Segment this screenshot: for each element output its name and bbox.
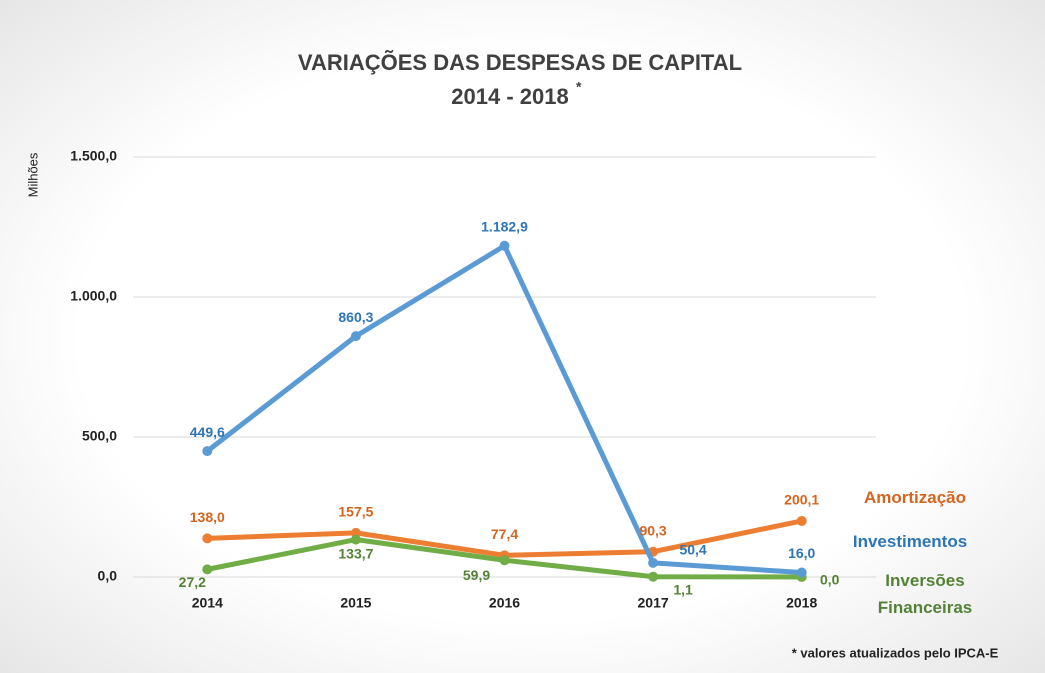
- y-tick-label: 1.500,0: [70, 148, 117, 164]
- series-line: [205, 243, 802, 576]
- data-label: 138,0: [190, 509, 225, 525]
- data-label: 59,9: [463, 567, 490, 583]
- point: [202, 564, 213, 575]
- data-label: 1,1: [673, 581, 693, 597]
- data-label: 0,0: [820, 572, 840, 588]
- point: [648, 571, 659, 582]
- point: [202, 446, 213, 457]
- point: [648, 557, 659, 568]
- y-axis-label: Milhões: [25, 152, 40, 197]
- point: [796, 515, 807, 526]
- chart-title: VARIAÇÕES DAS DESPESAS DE CAPITAL: [298, 50, 742, 75]
- data-label: 449,6: [190, 424, 225, 440]
- point: [499, 240, 510, 251]
- data-label: 90,3: [639, 522, 666, 538]
- data-label: 50,4: [679, 542, 706, 558]
- x-tick-label: 2015: [340, 595, 371, 611]
- data-label: 133,7: [338, 545, 373, 561]
- point: [499, 555, 510, 566]
- point: [796, 567, 807, 578]
- data-label: 1.182,9: [481, 218, 528, 234]
- footnote: * valores atualizados pelo IPCA-E: [792, 645, 999, 660]
- data-label: 27,2: [179, 574, 206, 590]
- data-label: 157,5: [338, 504, 373, 520]
- y-tick-label: 0,0: [98, 568, 118, 584]
- legend-label: Investimentos: [852, 532, 968, 551]
- y-tick-label: 500,0: [82, 428, 117, 444]
- legend-label: Inversões Financeiras: [877, 571, 973, 617]
- point: [350, 534, 361, 545]
- data-label: 860,3: [338, 309, 373, 325]
- data-label: 16,0: [788, 545, 815, 561]
- x-tick-label: 2018: [786, 595, 817, 611]
- x-tick-label: 2014: [192, 595, 223, 611]
- point: [350, 331, 361, 342]
- data-label: 200,1: [784, 492, 819, 508]
- y-tick-label: 1.000,0: [70, 288, 117, 304]
- data-label: 77,4: [491, 526, 518, 542]
- x-tick-label: 2017: [638, 595, 669, 611]
- legend-label: Amortização: [863, 488, 967, 507]
- subtitle-mark: *: [576, 79, 582, 95]
- chart-subtitle: 2014 - 2018: [451, 84, 568, 109]
- point: [202, 533, 213, 544]
- x-tick-label: 2016: [489, 595, 520, 611]
